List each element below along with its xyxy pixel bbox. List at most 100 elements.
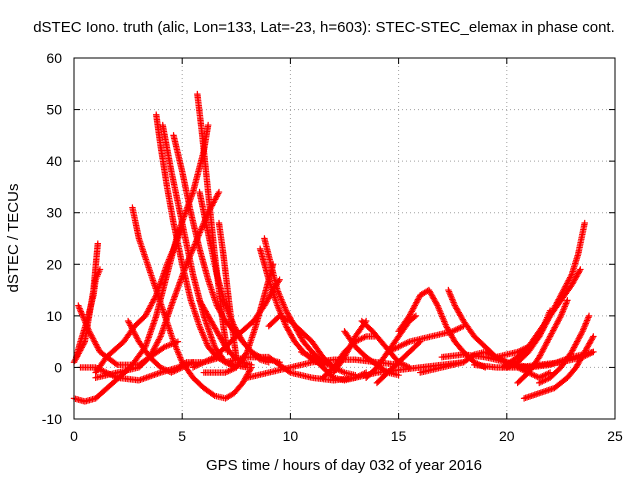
track-sample-markers xyxy=(461,319,477,339)
track-sample-markers xyxy=(164,242,179,266)
track-sample-markers xyxy=(515,370,531,385)
dstec-track-9 xyxy=(124,317,197,376)
data-point xyxy=(581,219,588,227)
track-sample-markers xyxy=(170,133,186,174)
y-tick-label: 40 xyxy=(46,153,62,169)
x-tick-label: 15 xyxy=(391,428,407,444)
track-sample-markers xyxy=(494,364,520,371)
x-tick-label: 0 xyxy=(70,428,78,444)
track-sample-markers xyxy=(579,314,592,333)
track-sample-markers xyxy=(452,339,466,354)
track-sample-markers xyxy=(202,369,228,376)
dstec-track-40 xyxy=(471,348,597,371)
track-sample-markers xyxy=(212,334,239,360)
track-sample-markers xyxy=(115,361,141,369)
plot-frame xyxy=(73,57,616,420)
track-sample-markers xyxy=(483,354,509,366)
track-sample-markers xyxy=(93,267,103,282)
track-sample-markers xyxy=(157,144,171,189)
data-point xyxy=(395,371,402,379)
track-sample-markers xyxy=(451,323,466,334)
track-sample-markers xyxy=(548,365,563,380)
track-sample-markers xyxy=(147,355,163,370)
track-sample-markers xyxy=(558,298,570,318)
track-sample-markers xyxy=(483,349,498,360)
y-tick-label: 0 xyxy=(54,359,62,375)
y-tick-label: 20 xyxy=(46,256,62,272)
track-sample-markers xyxy=(125,319,142,344)
track-sample-markers xyxy=(552,375,570,391)
track-sample-markers xyxy=(224,288,235,328)
track-sample-markers xyxy=(191,375,206,391)
track-sample-markers xyxy=(169,364,184,376)
track-sample-markers xyxy=(232,380,245,396)
track-sample-markers xyxy=(77,319,90,344)
track-sample-markers xyxy=(104,339,126,360)
track-sample-markers xyxy=(205,314,220,334)
track-sample-markers xyxy=(283,324,298,344)
track-sample-markers xyxy=(277,313,293,324)
track-sample-markers xyxy=(261,236,274,266)
y-tick-label: 10 xyxy=(46,308,62,324)
track-sample-markers xyxy=(205,278,220,308)
track-sample-markers xyxy=(142,314,159,349)
dstec-track-15 xyxy=(215,219,240,361)
dstec-track-35 xyxy=(514,297,571,387)
x-tick-label: 25 xyxy=(607,428,623,444)
track-sample-markers xyxy=(244,324,259,354)
track-sample-markers xyxy=(234,318,256,339)
track-sample-markers xyxy=(164,185,177,225)
track-sample-markers xyxy=(452,303,466,323)
track-sample-markers xyxy=(170,221,186,266)
track-sample-markers xyxy=(196,324,211,349)
x-tick-label: 20 xyxy=(499,428,515,444)
track-sample-markers xyxy=(342,334,358,359)
track-sample-markers xyxy=(188,298,203,328)
track-sample-markers xyxy=(515,344,531,360)
y-tick-label: 30 xyxy=(46,205,62,221)
track-sample-markers xyxy=(396,319,412,339)
track-sample-markers xyxy=(93,355,109,375)
track-sample-markers xyxy=(202,169,214,215)
track-sample-markers xyxy=(310,355,325,370)
y-axis-label: dSTEC / TECUs xyxy=(5,184,22,293)
track-sample-markers xyxy=(171,340,185,364)
track-sample-markers xyxy=(179,221,196,277)
track-sample-markers xyxy=(396,314,412,334)
track-sample-markers xyxy=(582,334,596,354)
track-sample-markers xyxy=(516,361,541,371)
track-sample-markers xyxy=(575,221,588,256)
track-sample-markers xyxy=(429,328,455,340)
track-sample-markers xyxy=(461,351,487,361)
track-sample-markers xyxy=(115,364,141,376)
dstec-track-7 xyxy=(72,266,104,361)
track-sample-markers xyxy=(375,359,401,368)
data-point xyxy=(585,312,593,320)
track-sample-markers xyxy=(580,349,596,360)
track-sample-markers xyxy=(396,349,412,365)
track-sample-markers xyxy=(569,267,583,287)
y-tick-label: 60 xyxy=(46,50,62,66)
data-points xyxy=(70,90,597,405)
track-sample-markers xyxy=(569,252,581,277)
track-sample-markers xyxy=(309,339,326,359)
track-sample-markers xyxy=(274,288,289,313)
data-point xyxy=(269,261,277,268)
track-sample-markers xyxy=(220,252,231,292)
data-point xyxy=(590,348,597,356)
y-tick-label: 50 xyxy=(46,102,62,118)
data-point xyxy=(75,302,82,309)
track-sample-markers xyxy=(201,385,217,399)
dstec-track-20 xyxy=(189,276,283,371)
track-sample-markers xyxy=(142,293,159,318)
track-sample-markers xyxy=(190,149,207,194)
track-sample-markers xyxy=(537,359,563,368)
track-sample-markers xyxy=(84,293,97,323)
track-sample-markers xyxy=(200,211,214,246)
track-sample-markers xyxy=(353,344,369,360)
track-sample-markers xyxy=(223,354,249,366)
data-point xyxy=(215,188,223,196)
track-sample-markers xyxy=(137,369,163,383)
